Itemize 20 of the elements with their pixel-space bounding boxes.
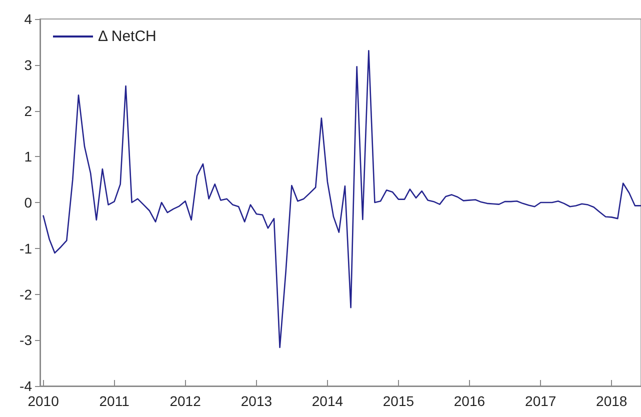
x-tick-label: 2017: [525, 393, 556, 409]
line-series: [42, 50, 641, 348]
x-tick-label: 2013: [240, 393, 272, 409]
y-tick-label: -4: [20, 378, 32, 394]
x-tick-label: 2012: [170, 393, 202, 409]
y-tick-label: -2: [20, 286, 32, 302]
x-tick-label: 2010: [28, 393, 60, 409]
x-tick-label: 2015: [382, 393, 414, 409]
y-tick-label: 0: [24, 194, 32, 210]
y-tick-label: -3: [20, 332, 32, 348]
x-tick-label: 2014: [312, 393, 344, 409]
legend-label: Δ NetCH: [98, 28, 156, 45]
x-tick-label: 2018: [596, 393, 628, 409]
y-tick-label: 1: [24, 148, 32, 165]
y-tick-label: -1: [20, 240, 32, 256]
y-tick-label: 4: [24, 11, 32, 27]
x-tick-label: 2011: [99, 393, 130, 409]
x-tick-label: 2016: [454, 393, 486, 409]
y-tick-label: 3: [24, 56, 32, 73]
y-tick-label: 2: [24, 102, 32, 119]
